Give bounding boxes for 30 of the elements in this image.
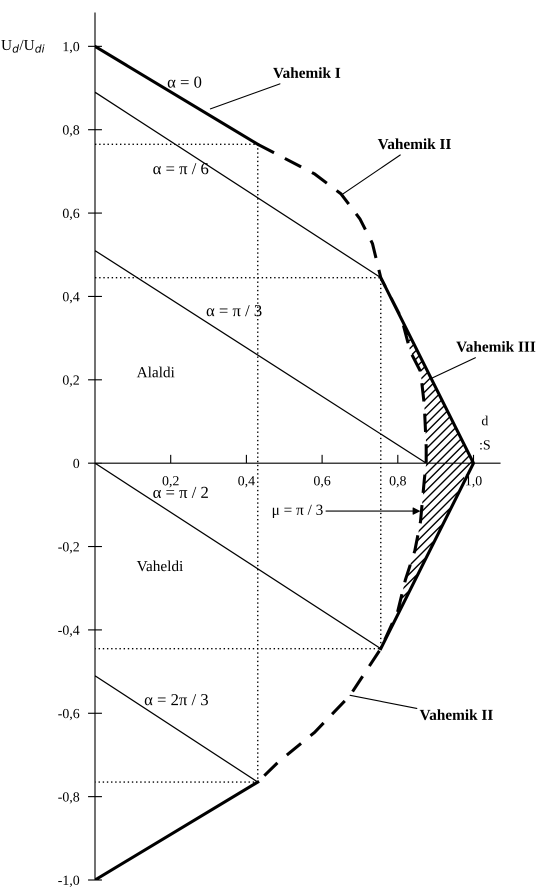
annotation: Alaldi — [136, 366, 175, 378]
series-label: α = π / 6 — [153, 163, 208, 174]
annotation: Vaheldi — [136, 560, 184, 572]
series-label: α = π / 3 — [206, 305, 262, 316]
x-tick-label: 0,4 — [238, 476, 255, 488]
y-tick-label: -0,8 — [58, 792, 80, 804]
y-tick-label: 0 — [73, 458, 80, 468]
annotation: Vahemik I — [273, 67, 340, 78]
y-tick-label: 0,6 — [62, 208, 80, 220]
x-tick-label: 0,2 — [162, 476, 179, 488]
annotation: Vahemik II — [378, 138, 451, 150]
y-tick-label: 0,8 — [62, 125, 80, 137]
y-tick-label: -0,4 — [58, 625, 80, 637]
y-tick-label: -0,2 — [58, 542, 79, 554]
y-tick-label: -0,6 — [58, 708, 80, 720]
series-label: α = 0 — [168, 76, 202, 88]
y-axis-title: U$_{d}$/U$_{di}$ — [1, 40, 45, 53]
annotation: Vahemik III — [456, 341, 536, 352]
x-tick-label: 1,0 — [466, 476, 482, 488]
y-tick-label: 1,0 — [64, 42, 80, 54]
x-tick-label: 0,6 — [314, 476, 330, 488]
series-label: α = π / 2 — [153, 486, 208, 498]
annotation: Vahemik II — [420, 709, 493, 720]
x-axis-title: d :S — [480, 416, 490, 450]
annotation: μ = π / 3 — [272, 504, 323, 518]
y-tick-label: 0,4 — [62, 292, 80, 304]
y-tick-label: -1,0 — [58, 876, 80, 887]
series-label: α = 2π / 3 — [144, 694, 208, 706]
y-tick-label: 0,2 — [62, 375, 79, 387]
x-tick-label: 0,8 — [390, 476, 406, 488]
